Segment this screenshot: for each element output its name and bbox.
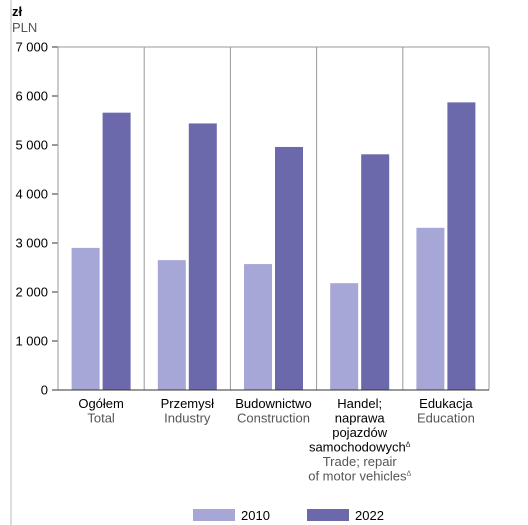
note-mark: Δ bbox=[406, 471, 411, 478]
bar-2022 bbox=[188, 123, 217, 390]
bar-2022 bbox=[275, 146, 303, 390]
category-label-en: Trade; repair bbox=[323, 454, 398, 469]
bar-2022 bbox=[361, 154, 390, 390]
plot-area: 0 1 000 2 000 3 000 4 000 5 000 6 000 7 000 Ogół… bbox=[15, 40, 490, 484]
category-label-en: of motor vehiclesΔ bbox=[308, 469, 411, 484]
category-label-en: Construction bbox=[237, 411, 310, 426]
category-label-pl: Edukacja bbox=[419, 396, 473, 411]
y-tick-label: 3 000 bbox=[15, 236, 48, 251]
legend-swatch-2010 bbox=[193, 509, 235, 521]
y-tick-label: 1 000 bbox=[15, 334, 48, 349]
category-label-pl: Budownictwo bbox=[235, 396, 312, 411]
category-label-pl: Handel; bbox=[337, 396, 382, 411]
y-tick-label: 4 000 bbox=[15, 187, 48, 202]
bar-2010 bbox=[416, 227, 445, 390]
y-tick-label: 0 bbox=[41, 383, 48, 398]
y-tick-label: 7 000 bbox=[15, 40, 48, 55]
category-label-en: Industry bbox=[164, 411, 211, 426]
bar-2010 bbox=[71, 247, 100, 390]
category-label-pl: pojazdów bbox=[332, 425, 388, 440]
legend-label-2010: 2010 bbox=[241, 508, 270, 523]
bar-2022 bbox=[102, 112, 131, 390]
bar-2010 bbox=[157, 260, 186, 390]
bar-2010 bbox=[330, 283, 359, 390]
category-label-pl: Przemysł bbox=[161, 396, 215, 411]
category-label-en: Education bbox=[417, 411, 475, 426]
category-label-pl: Ogółem bbox=[78, 396, 124, 411]
legend-label-2022: 2022 bbox=[355, 508, 384, 523]
bar-2010 bbox=[244, 264, 272, 390]
category-label-en: Total bbox=[87, 411, 115, 426]
category-label-pl: naprawa bbox=[335, 411, 386, 426]
category-label-pl: samochodowychΔ bbox=[309, 440, 411, 455]
y-tick-label: 5 000 bbox=[15, 138, 48, 153]
note-mark: Δ bbox=[406, 442, 411, 449]
y-tick-label: 6 000 bbox=[15, 89, 48, 104]
legend: 2010 2022 bbox=[193, 508, 384, 523]
y-tick-label: 2 000 bbox=[15, 285, 48, 300]
bar-2022 bbox=[447, 102, 476, 391]
y-unit-label-en: PLN bbox=[12, 20, 37, 35]
legend-swatch-2022 bbox=[307, 509, 349, 521]
y-unit-label-pl: zł bbox=[12, 4, 23, 19]
